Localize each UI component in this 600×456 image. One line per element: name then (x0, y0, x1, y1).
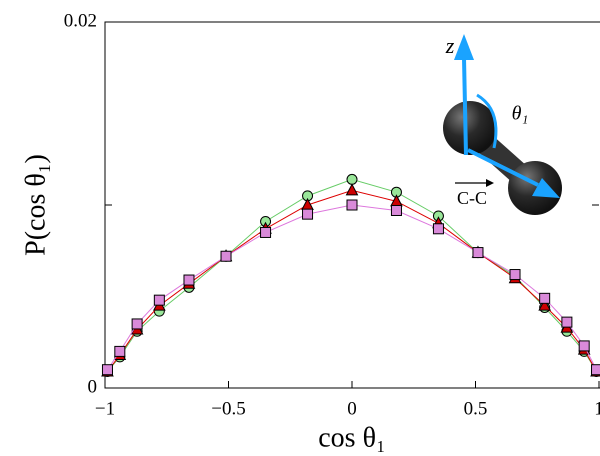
marker (183, 274, 195, 286)
angle-arc (476, 93, 498, 149)
y-tick-label: 0 (88, 376, 98, 397)
annotation: θ₁ (512, 103, 529, 125)
marker (153, 294, 165, 306)
marker (561, 316, 573, 328)
series-line (107, 204, 597, 370)
y-axis-label: P(cos θ₁) (20, 154, 51, 256)
marker (472, 247, 484, 259)
marker (302, 208, 314, 220)
x-tick-label: −0.5 (211, 398, 245, 419)
y-tick-label: 0.02 (64, 10, 97, 31)
molecule-inset (443, 34, 562, 215)
marker (390, 204, 402, 216)
marker (220, 250, 232, 262)
marker (591, 364, 600, 376)
marker (346, 199, 358, 211)
cc-arrow (467, 148, 539, 187)
marker (345, 183, 359, 196)
marker (539, 292, 551, 304)
x-tick-label: 1 (594, 398, 600, 419)
x-axis-label: cos θ₁ (318, 422, 386, 453)
vector-arrow-head (486, 179, 494, 187)
x-tick-label: 0 (347, 398, 357, 419)
z-arrow (462, 57, 468, 156)
x-tick-label: 0.5 (464, 398, 488, 419)
marker (432, 223, 444, 235)
annotation: z (445, 33, 455, 58)
marker (114, 345, 126, 357)
z-arrow-head (454, 34, 474, 60)
atom (443, 101, 497, 155)
marker (131, 318, 143, 330)
marker (260, 226, 272, 238)
annotation: C-C (457, 188, 487, 208)
x-tick-label: −1 (95, 398, 115, 419)
atom (508, 161, 562, 215)
marker (101, 364, 113, 376)
marker (509, 269, 521, 281)
marker (578, 340, 590, 352)
marker (538, 298, 551, 311)
marker (346, 173, 358, 185)
cc-arrow-head (532, 178, 560, 198)
